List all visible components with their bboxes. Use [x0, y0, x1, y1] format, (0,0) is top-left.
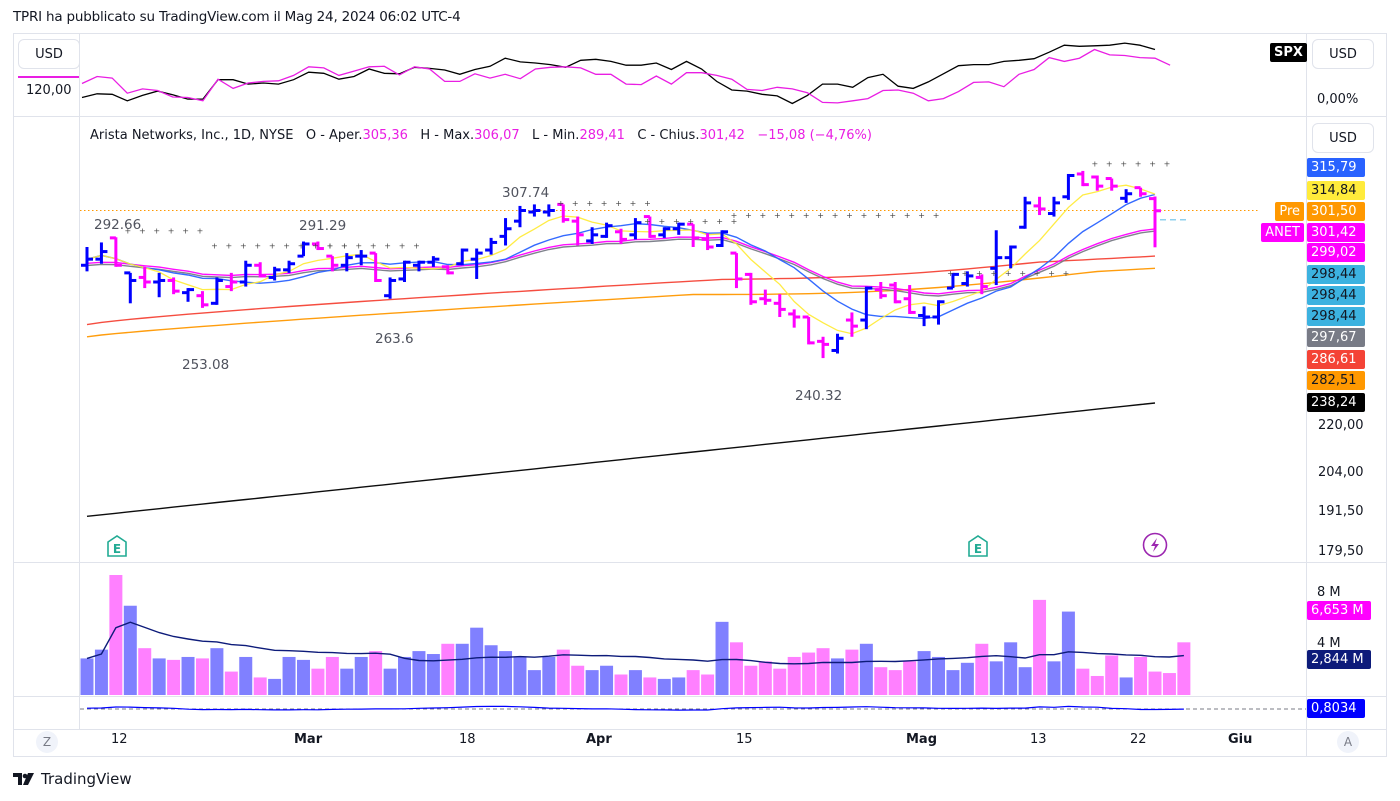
right-axis-separator [1306, 34, 1307, 756]
symbol-label-tag: ANET [1261, 223, 1304, 242]
compare-right-currency-button[interactable]: USD [1312, 39, 1374, 69]
time-axis-label: Apr [586, 732, 612, 747]
price-scale-tag: 314,84 [1307, 181, 1365, 200]
tradingview-logo-icon [13, 773, 34, 785]
lightning-icon [1142, 532, 1168, 558]
annotation-low-label: 263.6 [375, 331, 414, 347]
time-axis-label: 13 [1030, 732, 1047, 747]
zoom-reset-button[interactable]: Z [36, 731, 58, 753]
price-axis-tick: 191,50 [1318, 504, 1364, 519]
price-scale-tag: 315,79 [1307, 158, 1365, 177]
annotation-high-label: 291.29 [299, 218, 347, 234]
left-axis-separator [79, 34, 80, 730]
price-axis-tick: 179,50 [1318, 544, 1364, 559]
price-scale-tag: 301,50 [1307, 202, 1365, 221]
legend-close-label: C - Chius. [637, 128, 700, 143]
price-scale-tag: 297,67 [1307, 328, 1365, 347]
volume-axis-tick: 8 M [1317, 585, 1341, 600]
pane-separator-compare [14, 116, 1387, 117]
volume-ma-tag: 2,844 M [1307, 650, 1371, 669]
compare-left-marker [18, 76, 79, 78]
tradingview-logo[interactable]: TradingView [13, 770, 132, 788]
time-axis-label: 18 [459, 732, 476, 747]
annotation-low-label: 240.32 [795, 388, 843, 404]
svg-text:E: E [974, 542, 982, 556]
oscillator-last-tag: 0,8034 [1307, 699, 1365, 718]
time-axis-separator [14, 729, 1387, 730]
publish-header: TPRI ha pubblicato su TradingView.com il… [13, 9, 461, 25]
legend-low-label: L - Min. [532, 128, 580, 143]
legend-high-label: H - Max. [420, 128, 475, 143]
legend-open-label: O - Aper. [305, 128, 363, 143]
legend-symbol-name[interactable]: Arista Networks, Inc., 1D, NYSE [90, 128, 294, 143]
legend-close-value: 301,42 [699, 128, 745, 143]
price-axis-tick: 204,00 [1318, 465, 1364, 480]
legend-change: −15,08 (−4,76%) [757, 128, 872, 143]
price-scale-tag: 301,42 [1307, 223, 1365, 242]
price-scale-tag: 298,44 [1307, 265, 1365, 284]
symbol-legend: Arista Networks, Inc., 1D, NYSE O - Aper… [90, 128, 872, 143]
annotation-low-label: 253.08 [182, 357, 230, 373]
legend-open-value: 305,36 [362, 128, 408, 143]
annotation-high-label: 292.66 [94, 217, 142, 233]
legend-high-value: 306,07 [474, 128, 520, 143]
spx-symbol-tag: SPX [1270, 43, 1307, 62]
main-currency-button[interactable]: USD [1312, 123, 1374, 153]
time-axis-label: 12 [111, 732, 128, 747]
tradingview-brand: TradingView [41, 770, 132, 788]
compare-left-currency-button[interactable]: USD [18, 39, 80, 69]
dividend-event-marker[interactable] [1142, 532, 1168, 558]
price-scale-tag: 298,44 [1307, 307, 1365, 326]
price-scale-tag: 299,02 [1307, 243, 1365, 262]
price-scale-tag: 298,44 [1307, 286, 1365, 305]
annotation-high-label: 307.74 [502, 185, 550, 201]
volume-axis-tick: 4 M [1317, 636, 1341, 651]
svg-text:E: E [113, 542, 121, 556]
time-axis-label: Mar [294, 732, 323, 747]
pane-separator-oscillator [14, 696, 1387, 697]
earnings-icon: E [107, 535, 127, 557]
time-axis-label: 15 [736, 732, 753, 747]
compare-right-value: 0,00% [1317, 92, 1359, 107]
premarket-label-tag: Pre [1275, 202, 1304, 221]
legend-low-value: 289,41 [579, 128, 625, 143]
pane-separator-volume [14, 562, 1387, 563]
auto-scale-button[interactable]: A [1337, 731, 1359, 753]
time-axis-label: Giu [1228, 732, 1253, 747]
price-scale-tag: 282,51 [1307, 371, 1365, 390]
earnings-icon: E [968, 535, 988, 557]
earnings-event-marker[interactable]: E [966, 533, 990, 559]
price-scale-tag: 286,61 [1307, 350, 1365, 369]
compare-left-value: 120,00 [26, 83, 72, 98]
chart-frame [13, 33, 1387, 757]
price-scale-tag: 238,24 [1307, 393, 1365, 412]
price-axis-tick: 220,00 [1318, 418, 1364, 433]
earnings-event-marker[interactable]: E [105, 533, 129, 559]
time-axis-label: Mag [906, 732, 938, 747]
time-axis-label: 22 [1130, 732, 1147, 747]
volume-last-tag: 6,653 M [1307, 601, 1371, 620]
